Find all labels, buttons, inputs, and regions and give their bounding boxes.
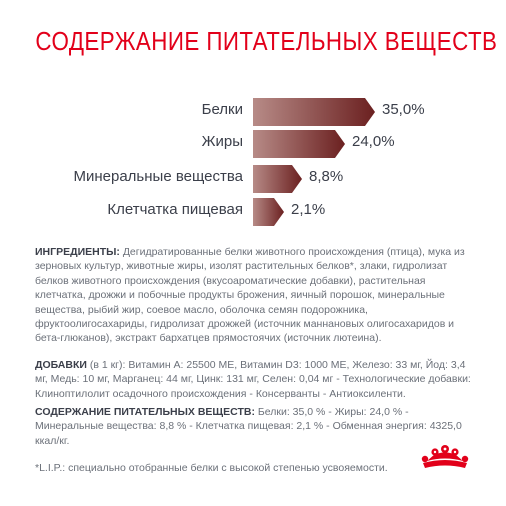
nutrient-bar [253,98,375,126]
nutrient-label: Минеральные вещества [73,168,244,185]
nutrient-value: 24,0% [352,133,395,150]
nutrient-row: Минеральные вещества 8,8% [0,165,506,193]
nutrient-bar [253,130,345,158]
page-title: СОДЕРЖАНИЕ ПИТАТЕЛЬНЫХ ВЕЩЕСТВ [35,26,498,56]
nutrient-label: Жиры [201,133,243,150]
nutrition-block: СОДЕРЖАНИЕ ПИТАТЕЛЬНЫХ ВЕЩЕСТВ: Белки: 3… [35,405,475,448]
nutrient-value: 2,1% [291,201,326,218]
ingredients-block: ИНГРЕДИЕНТЫ: Дегидратированные белки жив… [35,245,475,346]
nutrient-row: Клетчатка пищевая 2,1% [0,198,506,226]
nutrient-bar [253,165,302,193]
crown-icon [419,443,471,471]
footnote: *L.I.P.: специально отобранные белки с в… [35,462,388,474]
nutrient-value: 35,0% [382,101,425,118]
nutrient-label: Клетчатка пищевая [107,201,243,218]
nutrient-label: Белки [201,101,243,118]
additives-heading: ДОБАВКИ [35,359,87,371]
nutrient-row: Белки 35,0% [0,98,506,126]
nutrition-text: Белки: 35,0 % - Жиры: 24,0 % - Минеральн… [35,406,462,447]
nutrition-heading: СОДЕРЖАНИЕ ПИТАТЕЛЬНЫХ ВЕЩЕСТВ: [35,406,255,418]
nutrient-bar [253,198,284,226]
additives-block: ДОБАВКИ (в 1 кг): Витамин А: 25500 МЕ, В… [35,358,475,401]
nutrient-value: 8,8% [309,168,344,185]
ingredients-text: Дегидратированные белки животного происх… [35,246,465,345]
nutrient-row: Жиры 24,0% [0,130,506,158]
ingredients-heading: ИНГРЕДИЕНТЫ: [35,246,120,258]
additives-text: (в 1 кг): Витамин А: 25500 МЕ, Витамин D… [35,359,471,400]
